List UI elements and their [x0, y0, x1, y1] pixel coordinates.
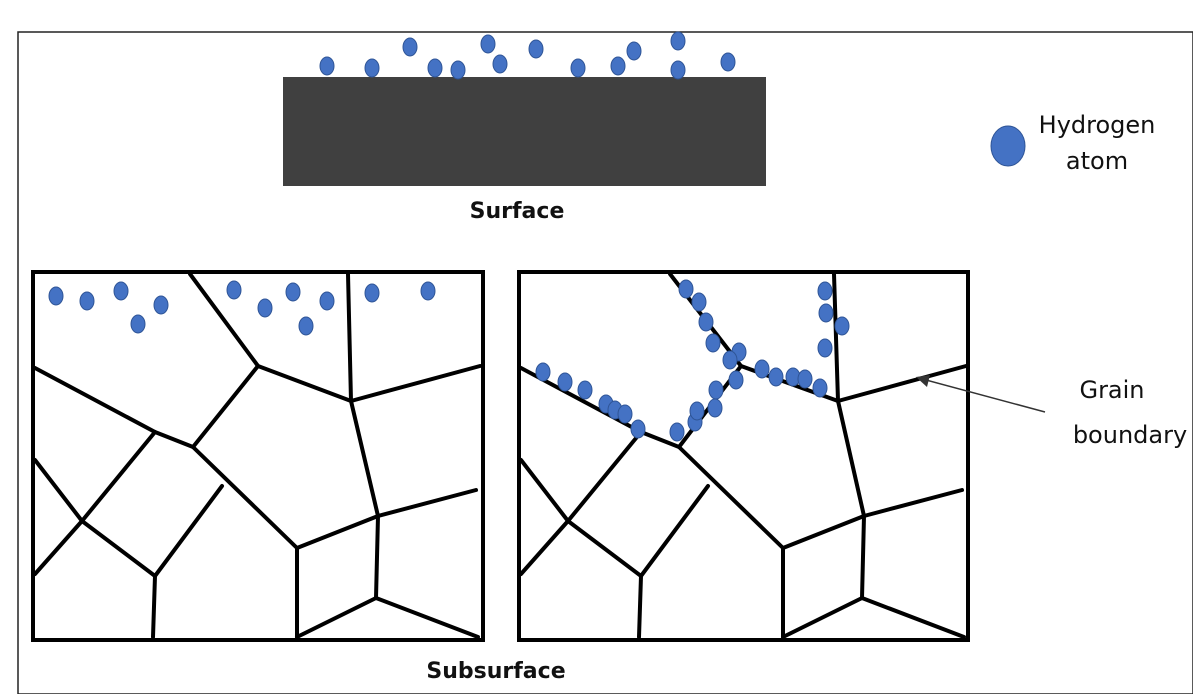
left-hydrogen-atoms [48, 280, 436, 336]
hydrogen-atom [797, 369, 813, 389]
grain-boundary-line [832, 272, 964, 518]
grain-boundary-line [33, 364, 482, 449]
right-box-border [517, 270, 970, 642]
hydrogen-atom [450, 60, 466, 80]
hydrogen-atom [257, 298, 273, 318]
hydrogen-atom [617, 404, 633, 424]
hydrogen-atom [705, 333, 721, 353]
hydrogen-atom [319, 56, 335, 76]
left-grain-boundaries [33, 272, 482, 639]
hydrogen-atom [528, 39, 544, 59]
hydrogen-atom [420, 281, 436, 301]
hydrogen-atom [630, 419, 646, 439]
hydrogen-atom [535, 362, 551, 382]
subsurface-box-right [517, 270, 970, 642]
legend-label-line1: Hydrogen [1039, 111, 1156, 139]
hydrogen-atom [557, 372, 573, 392]
subsurface-box-left [31, 270, 485, 642]
surface-panel: Surface [283, 31, 766, 224]
hydrogen-atom [130, 314, 146, 334]
hydrogen-atom [834, 316, 850, 336]
subsurface-label: Subsurface [426, 659, 565, 684]
left-box-border [31, 270, 485, 642]
hydrogen-atom [577, 380, 593, 400]
hydrogen-atom [364, 283, 380, 303]
hydrogen-atom [113, 281, 129, 301]
hydrogen-atom [691, 292, 707, 312]
callout-arrow-head [916, 375, 930, 387]
hydrogen-atom [670, 31, 686, 51]
legend-hydrogen-atom-marker [990, 125, 1026, 167]
hydrogen-atom [670, 60, 686, 80]
hydrogen-atom [707, 398, 723, 418]
hydrogen-atom [817, 338, 833, 358]
hydrogen-atom [402, 37, 418, 57]
hydrogen-atom [812, 378, 828, 398]
grain-boundary-line [677, 445, 966, 639]
grain-boundary-line [346, 272, 478, 518]
hydrogen-atom [689, 401, 705, 421]
hydrogen-atom [817, 281, 833, 301]
legend-label-line2: atom [1066, 147, 1128, 175]
surface-label: Surface [470, 199, 565, 224]
hydrogen-atom [768, 367, 784, 387]
hydrogen-atom [364, 58, 380, 78]
hydrogen-atom [678, 279, 694, 299]
grain-boundary-line [153, 484, 224, 578]
hydrogen-atom [427, 58, 443, 78]
hydrogen-atom [570, 58, 586, 78]
hydrogen-atom [298, 316, 314, 336]
right-hydrogen-atoms [535, 279, 850, 442]
hydrogen-atom [319, 291, 335, 311]
hydrogen-atom [728, 370, 744, 390]
grain-boundary-label-line2: boundary [1073, 421, 1187, 449]
hydrogen-atom [610, 56, 626, 76]
legend: Hydrogen atom [990, 111, 1156, 175]
grain-boundary-callout: Grain boundary [916, 375, 1187, 449]
hydrogen-atom [226, 280, 242, 300]
hydrogen-atom [818, 303, 834, 323]
hydrogen-atom [79, 291, 95, 311]
hydrogen-atom [492, 54, 508, 74]
hydrogen-atom [720, 52, 736, 72]
grain-boundary-line [639, 484, 710, 578]
grain-boundary-line [519, 519, 570, 576]
grain-boundary-line [781, 596, 864, 639]
hydrogen-atom [285, 282, 301, 302]
callout-arrow-line [925, 379, 1046, 413]
hydrogen-atom [754, 359, 770, 379]
hydrogen-atom [669, 422, 685, 442]
hydrogen-atom [480, 34, 496, 54]
hydrogen-atom [48, 286, 64, 306]
grain-boundary-line [33, 519, 84, 576]
grain-boundary-line [188, 272, 260, 368]
surface-block [283, 77, 766, 186]
grain-boundary-label-line1: Grain [1079, 376, 1144, 404]
hydrogen-atom [698, 312, 714, 332]
surface-hydrogen-atoms [319, 31, 736, 80]
hydrogen-atom [722, 350, 738, 370]
hydrogen-atom [626, 41, 642, 61]
grain-boundary-line [191, 445, 480, 639]
grain-boundary-line [295, 596, 378, 639]
hydrogen-atom [153, 295, 169, 315]
hydrogen-atom [708, 380, 724, 400]
